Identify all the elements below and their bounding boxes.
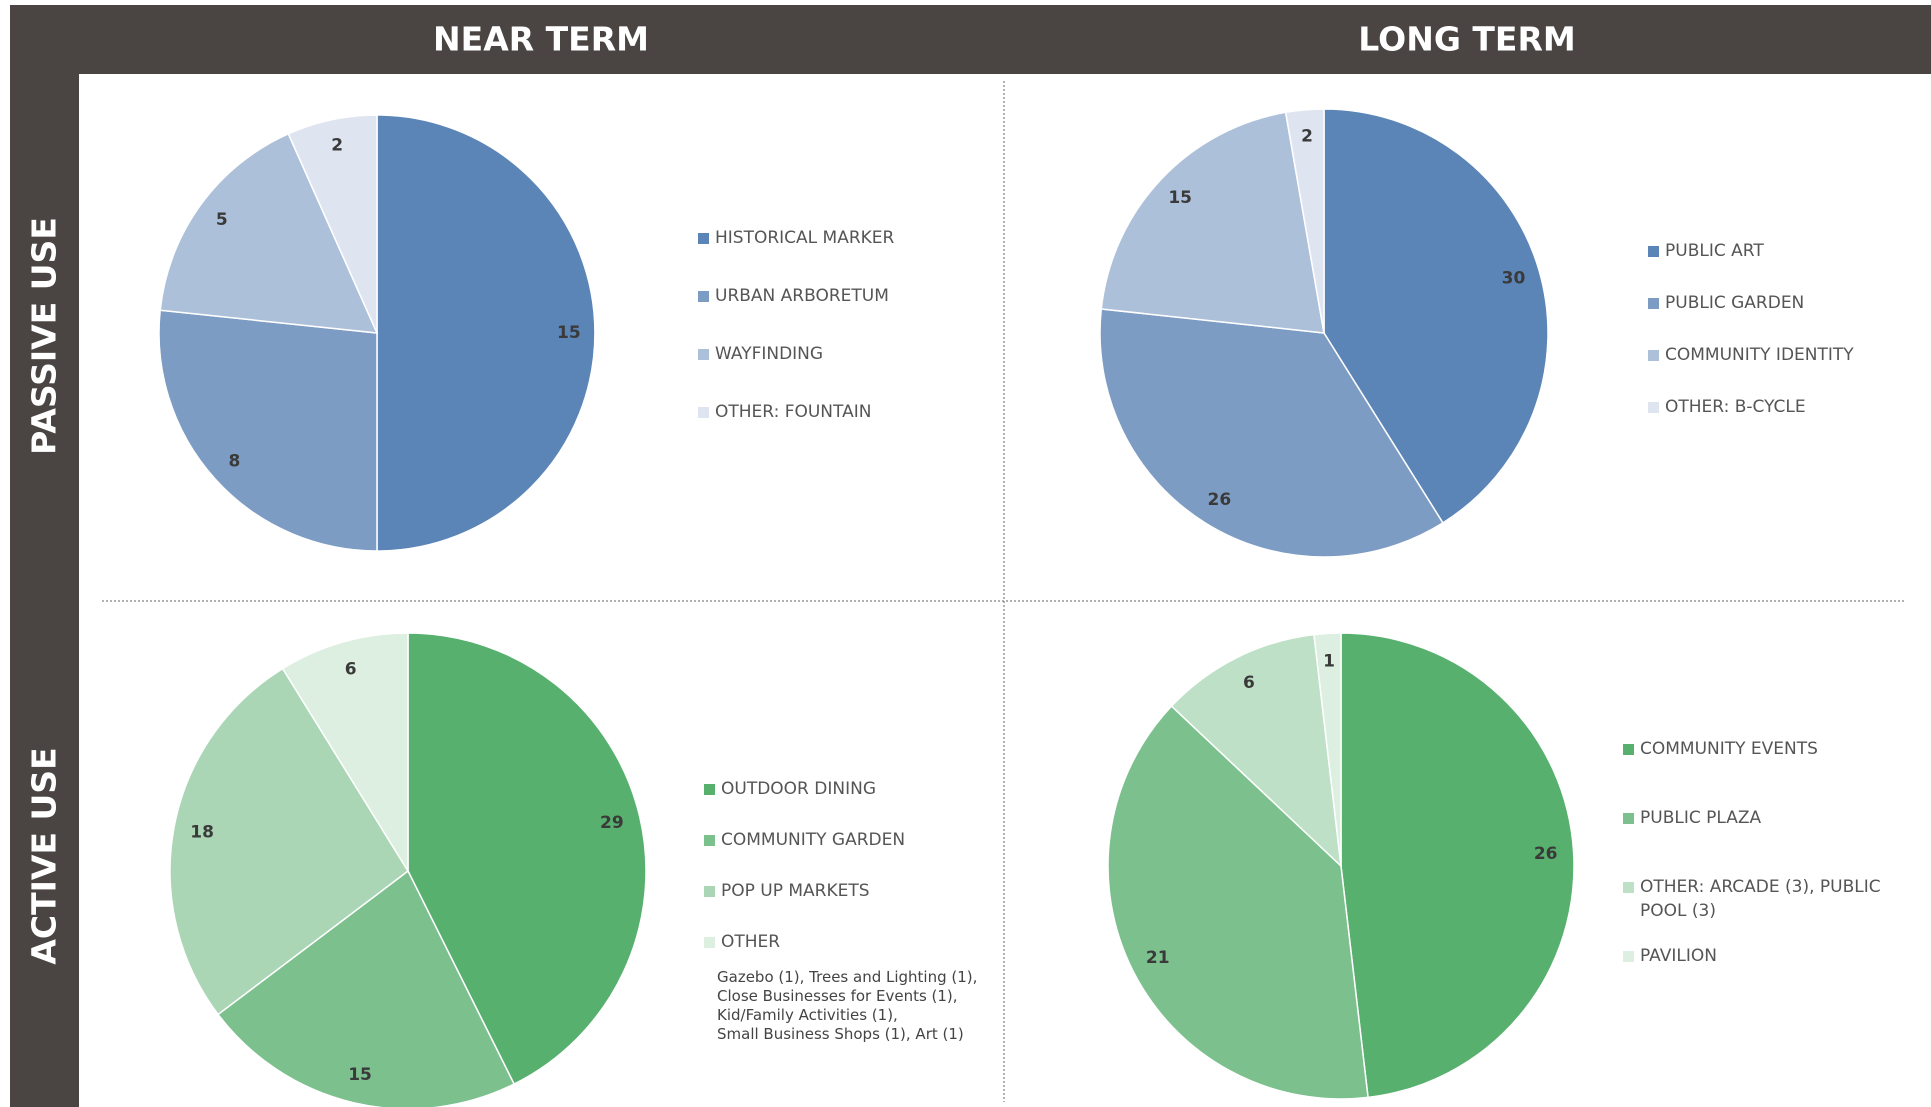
- legend-item: PUBLIC ART: [1648, 239, 1764, 263]
- legend-item: URBAN ARBORETUM: [698, 284, 889, 308]
- legend-label: POP UP MARKETS: [721, 881, 870, 901]
- row-header: PASSIVE USE: [25, 217, 64, 455]
- legend-label: OTHER: [721, 932, 781, 952]
- legend-label: OTHER: ARCADE (3), PUBLIC POOL (3): [1640, 877, 1881, 921]
- legend-label: HISTORICAL MARKER: [715, 228, 895, 248]
- pie-slice: [158, 309, 378, 552]
- legend-item: PUBLIC PLAZA: [1623, 806, 1761, 830]
- pie-slice: [1323, 108, 1549, 524]
- value-label: 29: [600, 813, 624, 833]
- legend-item: COMMUNITY IDENTITY: [1648, 343, 1854, 367]
- legend-swatch: [1648, 350, 1659, 361]
- pie-slice: [169, 667, 409, 1016]
- legend-label: OUTDOOR DINING: [721, 779, 877, 799]
- pie-slice: [1099, 308, 1444, 558]
- legend-item: OTHER: FOUNTAIN: [698, 400, 871, 424]
- pie-slice: [1100, 111, 1325, 334]
- legend-label: URBAN ARBORETUM: [715, 286, 889, 306]
- value-label: 6: [1243, 673, 1255, 693]
- value-label: 30: [1502, 269, 1526, 289]
- pie-slice: [1284, 108, 1325, 334]
- legend-item: PAVILION: [1623, 944, 1717, 968]
- legend-swatch: [704, 937, 715, 948]
- column-header: LONG TERM: [1358, 20, 1575, 59]
- pie-slice: [1313, 632, 1342, 867]
- legend-swatch: [698, 349, 709, 360]
- legend-label: PUBLIC ART: [1665, 241, 1764, 261]
- legend-swatch: [698, 407, 709, 418]
- legend-swatch: [1623, 813, 1634, 824]
- pie-slice: [1107, 705, 1369, 1100]
- value-label: 15: [1168, 188, 1192, 208]
- pie-slice: [1340, 632, 1575, 1099]
- value-label: 26: [1208, 490, 1232, 510]
- annotation-line: Gazebo (1), Trees and Lighting (1),: [717, 968, 978, 986]
- value-label: 15: [557, 323, 581, 343]
- value-label: 1: [1323, 651, 1335, 671]
- legend-item: HISTORICAL MARKER: [698, 226, 894, 250]
- legend-label: WAYFINDING: [715, 344, 824, 364]
- legend-item: PUBLIC GARDEN: [1648, 291, 1804, 315]
- pie-slice: [376, 114, 596, 552]
- legend-swatch: [1623, 882, 1634, 893]
- legend-label: OTHER: B-CYCLE: [1665, 397, 1806, 417]
- legend-item: OUTDOOR DINING: [704, 777, 876, 801]
- legend-item: OTHER: ARCADE (3), PUBLIC POOL (3): [1623, 875, 1893, 923]
- value-label: 2: [331, 135, 343, 155]
- legend-label: COMMUNITY GARDEN: [721, 830, 906, 850]
- pie-slice: [407, 632, 647, 1086]
- legend-label: COMMUNITY EVENTS: [1640, 739, 1818, 759]
- legend-label: OTHER: FOUNTAIN: [715, 402, 872, 422]
- legend-swatch: [1648, 298, 1659, 309]
- row-header: ACTIVE USE: [25, 747, 64, 964]
- legend-swatch: [704, 886, 715, 897]
- legend-item: COMMUNITY EVENTS: [1623, 737, 1818, 761]
- legend-swatch: [704, 784, 715, 795]
- annotation-line: Kid/Family Activities (1),: [717, 1006, 898, 1024]
- legend-item: OTHER: [704, 930, 780, 954]
- legend-swatch: [698, 291, 709, 302]
- pie-slice: [281, 632, 409, 874]
- value-label: 2: [1301, 127, 1313, 147]
- value-label: 8: [229, 451, 241, 471]
- legend-swatch: [1648, 246, 1659, 257]
- value-label: 15: [348, 1065, 372, 1085]
- legend-label: PUBLIC GARDEN: [1665, 293, 1805, 313]
- pie-slice: [287, 114, 378, 334]
- legend-swatch: [704, 835, 715, 846]
- legend-item: COMMUNITY GARDEN: [704, 828, 905, 852]
- legend-swatch: [1623, 744, 1634, 755]
- pie-slice: [1170, 633, 1342, 868]
- legend-item: OTHER: B-CYCLE: [1648, 395, 1806, 419]
- legend-swatch: [698, 233, 709, 244]
- legend-label: PAVILION: [1640, 946, 1717, 966]
- side-band: [10, 5, 79, 1107]
- legend-item: POP UP MARKETS: [704, 879, 870, 903]
- pie-slice: [217, 869, 516, 1107]
- annotation-line: Small Business Shops (1), Art (1): [717, 1025, 964, 1043]
- pie-slice: [159, 132, 379, 334]
- legend-label: COMMUNITY IDENTITY: [1665, 345, 1854, 365]
- legend-label: PUBLIC PLAZA: [1640, 808, 1762, 828]
- value-label: 21: [1146, 948, 1170, 968]
- legend-swatch: [1623, 951, 1634, 962]
- value-label: 5: [216, 210, 228, 230]
- annotation: Gazebo (1), Trees and Lighting (1), Close…: [717, 968, 977, 1044]
- value-label: 6: [345, 660, 357, 680]
- annotation-line: Close Businesses for Events (1),: [717, 987, 958, 1005]
- column-header: NEAR TERM: [433, 20, 649, 59]
- value-label: 26: [1534, 844, 1558, 864]
- header-band: [10, 5, 1931, 74]
- legend-item: WAYFINDING: [698, 342, 823, 366]
- value-label: 18: [190, 823, 214, 843]
- legend-swatch: [1648, 402, 1659, 413]
